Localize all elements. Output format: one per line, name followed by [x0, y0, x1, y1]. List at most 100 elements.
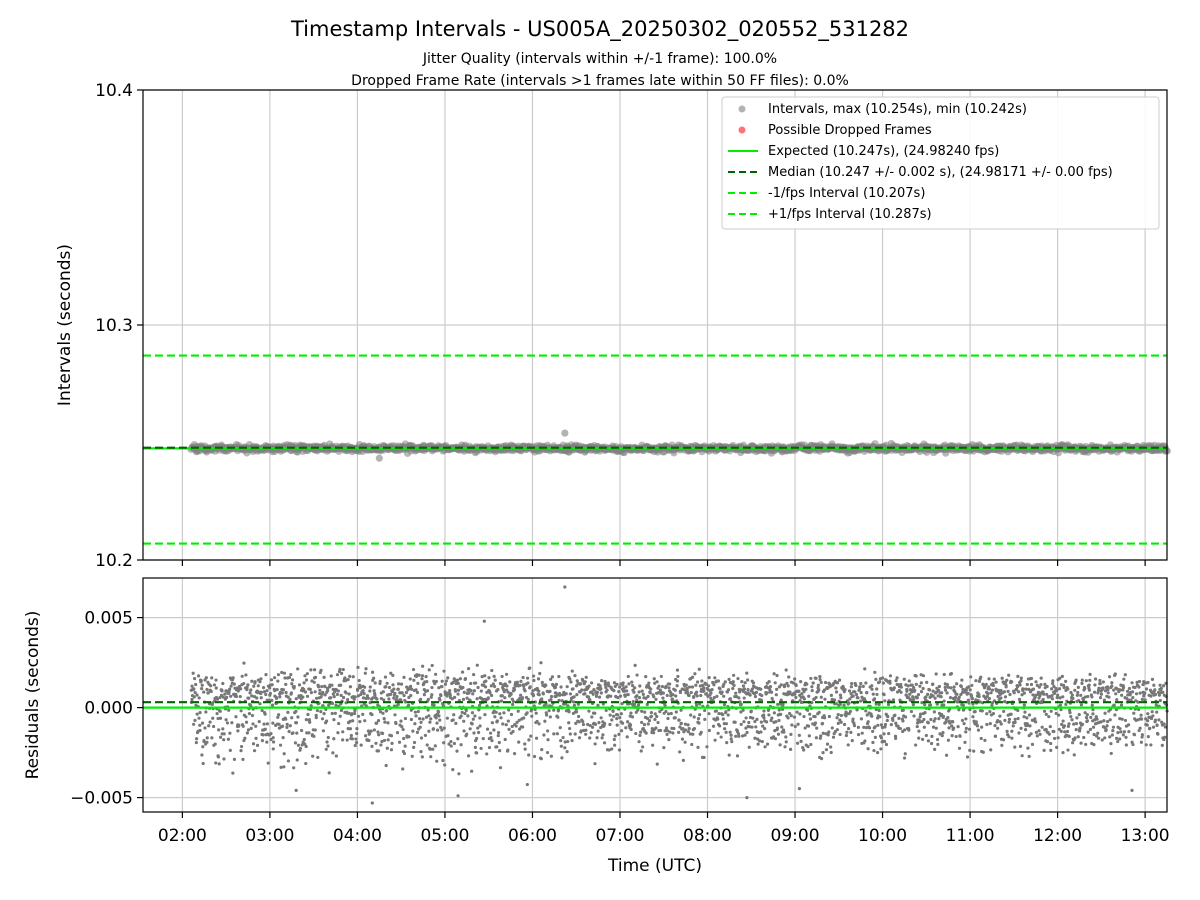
residual-point — [475, 736, 479, 741]
residual-point — [612, 714, 616, 718]
residual-point — [885, 718, 889, 723]
residual-point — [765, 742, 770, 746]
residual-point — [368, 700, 372, 705]
residual-point — [221, 681, 225, 686]
residual-point — [954, 695, 958, 699]
residual-point — [388, 692, 393, 697]
residual-point — [357, 678, 361, 683]
residual-point — [442, 669, 446, 673]
residual-point — [608, 722, 612, 727]
residual-point — [1158, 683, 1162, 687]
residual-point — [916, 693, 921, 697]
residual-point — [321, 729, 326, 733]
residual-point — [647, 719, 652, 723]
residual-point — [1027, 754, 1031, 758]
residual-point — [1019, 676, 1023, 680]
residual-point — [941, 714, 946, 718]
residual-point — [399, 719, 403, 723]
residual-point — [1157, 693, 1162, 697]
residual-point — [883, 699, 887, 703]
residual-point — [759, 720, 763, 724]
residual-point — [934, 726, 938, 730]
residual-point — [950, 724, 954, 728]
residual-point — [625, 689, 629, 693]
residual-point — [502, 690, 506, 694]
residual-point — [617, 748, 622, 752]
residual-point — [313, 690, 317, 694]
residual-point — [507, 727, 511, 732]
residual-point — [1075, 716, 1079, 720]
residual-point — [1153, 688, 1157, 692]
residual-point — [934, 672, 938, 676]
residual-point — [673, 716, 677, 720]
residual-point — [649, 714, 654, 718]
residual-point — [238, 687, 243, 691]
residual-point — [769, 690, 774, 694]
residual-point — [468, 727, 472, 731]
bottom-reference-lines — [143, 701, 1167, 709]
residual-point — [559, 744, 563, 748]
residual-point — [394, 721, 398, 726]
residual-point — [338, 667, 342, 671]
residual-point — [474, 681, 478, 685]
residual-point — [393, 713, 397, 717]
residual-point — [403, 716, 408, 721]
residual-point — [910, 688, 914, 692]
residual-point — [419, 750, 423, 754]
residual-point — [621, 681, 625, 685]
residual-point — [282, 671, 287, 675]
residual-point — [724, 730, 728, 734]
residual-point — [1084, 742, 1088, 747]
residual-point — [943, 688, 948, 692]
residual-point — [845, 730, 849, 734]
residual-point — [1157, 718, 1161, 722]
residual-point — [634, 731, 638, 736]
residual-point — [540, 680, 544, 685]
residual-point — [1073, 736, 1077, 740]
residual-point — [687, 685, 692, 689]
residual-point — [1138, 726, 1142, 730]
residual-point — [691, 732, 695, 736]
x-axis-label: Time (UTC) — [607, 856, 702, 876]
residual-point — [966, 691, 970, 696]
residual-point — [675, 679, 680, 683]
residual-point — [1102, 719, 1106, 723]
residual-point — [281, 688, 285, 692]
residual-point — [964, 726, 968, 730]
residual-point — [568, 677, 572, 681]
residual-point — [682, 688, 686, 692]
residual-point — [1103, 711, 1107, 715]
subtitle-dropped-frame-rate: Dropped Frame Rate (intervals >1 frames … — [351, 73, 849, 89]
residual-point — [211, 716, 215, 720]
residual-point — [478, 724, 482, 728]
residual-point — [554, 682, 559, 686]
residual-point — [1119, 703, 1124, 707]
residual-point — [604, 708, 608, 712]
residual-point — [494, 710, 498, 714]
residual-point — [1156, 690, 1161, 695]
residual-point — [396, 687, 400, 691]
residual-point — [819, 695, 823, 699]
residual-point — [753, 736, 757, 740]
residual-point — [1107, 695, 1111, 699]
residual-point — [1126, 723, 1131, 727]
residual-point — [198, 711, 202, 715]
residual-point — [1051, 679, 1055, 683]
residual-point — [472, 689, 476, 693]
top-y-tick-label: 10.3 — [95, 316, 133, 336]
residual-point — [510, 697, 514, 701]
residual-point — [526, 681, 530, 685]
residual-point — [254, 736, 258, 740]
residual-point — [470, 722, 474, 726]
residual-point — [435, 759, 439, 763]
residual-point — [686, 723, 690, 727]
residual-point — [984, 682, 988, 687]
residual-point — [1085, 719, 1090, 723]
residual-point — [1051, 681, 1055, 686]
residual-point — [867, 726, 872, 730]
residual-point — [1109, 751, 1113, 756]
residual-point — [406, 703, 411, 708]
residual-point — [539, 757, 543, 761]
residual-point — [797, 733, 801, 737]
residual-point — [570, 738, 574, 743]
